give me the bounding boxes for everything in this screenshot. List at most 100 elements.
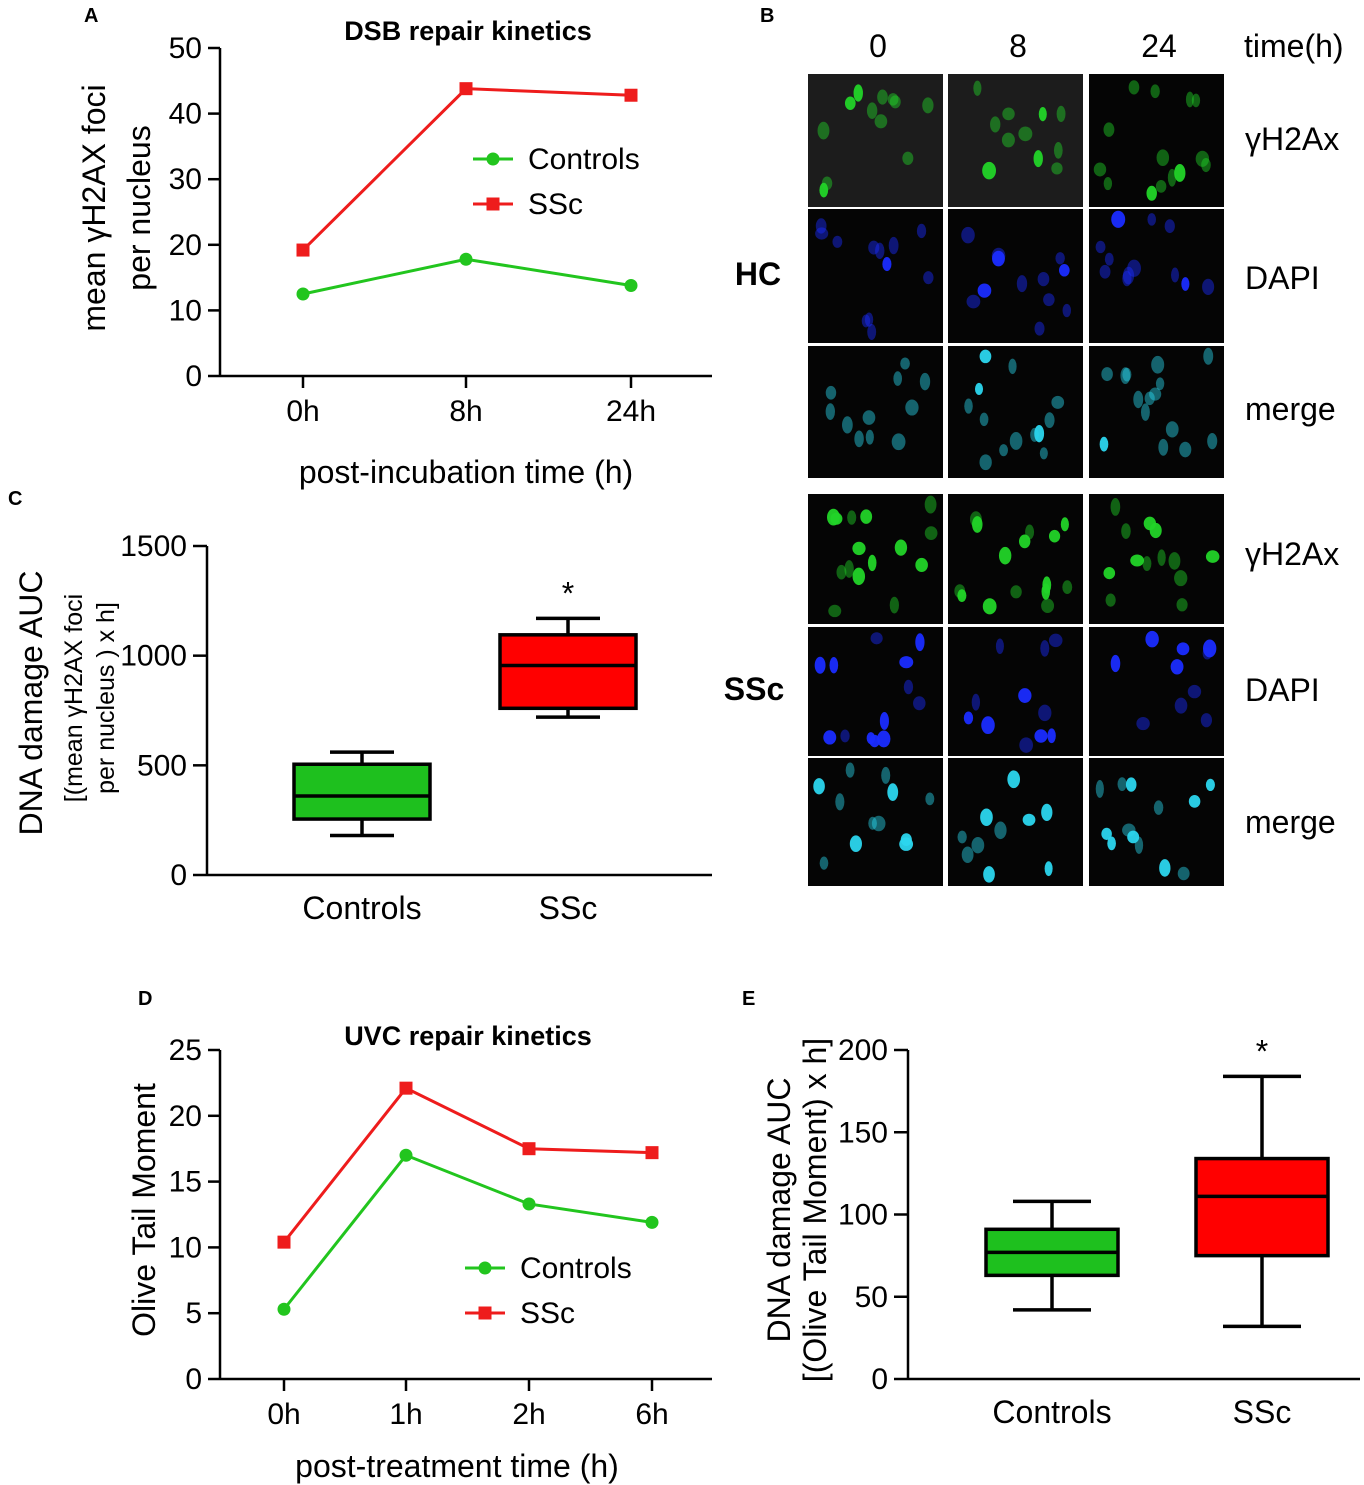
cell-nucleus xyxy=(1104,252,1114,266)
cell-nucleus xyxy=(887,93,899,106)
cell-nucleus xyxy=(1185,91,1194,108)
chart-a-xtick-label: 24h xyxy=(606,395,656,428)
chart-c-ylabel-line3: per nucleus ) x h] xyxy=(92,602,120,794)
cell-nucleus xyxy=(1202,278,1215,296)
cell-nucleus xyxy=(1130,554,1145,567)
chart-d-point-ssc xyxy=(399,1081,413,1095)
cell-nucleus xyxy=(1176,642,1190,656)
cell-nucleus xyxy=(905,399,919,416)
chart-d-series-line-ssc xyxy=(282,1086,653,1244)
channel-label-ssc-gh2ax: γH2Ax xyxy=(1245,536,1339,572)
cell-nucleus xyxy=(1058,264,1070,277)
cell-nucleus xyxy=(1048,529,1061,543)
cell-nucleus xyxy=(915,633,925,652)
cell-nucleus xyxy=(913,696,926,711)
cell-nucleus xyxy=(954,584,966,598)
cell-nucleus xyxy=(864,312,874,327)
chart-a-ylabel-line2: per nucleus xyxy=(121,125,157,290)
cell-nucleus xyxy=(1009,432,1023,450)
cell-nucleus xyxy=(1164,219,1175,234)
cell-nucleus xyxy=(1144,391,1155,406)
cell-nucleus xyxy=(977,283,992,298)
cell-nucleus xyxy=(840,729,850,743)
cell-nucleus xyxy=(1008,358,1017,375)
cell-nucleus xyxy=(849,835,862,853)
cell-nucleus xyxy=(868,240,880,255)
cell-nucleus xyxy=(1181,277,1190,291)
chart-a-ylabel-line1: mean γH2AX foci xyxy=(76,84,112,331)
cell-nucleus xyxy=(1195,150,1210,167)
chart-d-point-controls xyxy=(399,1148,413,1162)
cell-nucleus xyxy=(887,783,899,801)
micrograph-tile-ssc-dapi xyxy=(1089,627,1224,756)
channel-label-ssc-dapi: DAPI xyxy=(1245,672,1320,708)
chart-e-xtick-label: SSc xyxy=(1233,1394,1292,1430)
cell-nucleus xyxy=(957,589,967,603)
cell-nucleus xyxy=(1095,240,1106,254)
cell-nucleus xyxy=(1044,861,1053,877)
cell-nucleus xyxy=(982,161,996,180)
micrograph-tile-hc-gh2ax xyxy=(808,74,943,207)
micrograph-tile-hc-dapi xyxy=(808,209,943,343)
cell-nucleus xyxy=(1018,126,1033,142)
chart-c-ytick-label: 0 xyxy=(170,859,187,892)
cell-nucleus xyxy=(1099,264,1111,279)
cell-nucleus xyxy=(1128,80,1140,95)
cell-nucleus xyxy=(867,554,877,572)
cell-nucleus xyxy=(1122,270,1132,287)
cell-nucleus xyxy=(1033,150,1043,168)
cell-nucleus xyxy=(889,596,899,614)
cell-nucleus xyxy=(998,546,1012,565)
cell-nucleus xyxy=(1042,576,1052,594)
cell-nucleus xyxy=(817,121,830,140)
cell-nucleus xyxy=(994,821,1007,840)
panel-label-b: B xyxy=(760,5,774,27)
cell-nucleus xyxy=(900,357,910,370)
chart-d-ytick-label: 5 xyxy=(185,1297,202,1330)
cell-nucleus xyxy=(1170,659,1184,675)
cell-nucleus xyxy=(881,766,891,784)
cell-nucleus xyxy=(1143,516,1157,531)
cell-nucleus xyxy=(893,371,903,386)
cell-nucleus xyxy=(874,114,888,129)
chart-d-point-controls xyxy=(277,1302,291,1316)
cell-nucleus xyxy=(825,403,835,420)
cell-nucleus xyxy=(924,526,938,540)
chart-e-significance-marker: * xyxy=(1256,1033,1268,1069)
timepoint-label-24: 24 xyxy=(1141,28,1177,64)
cell-nucleus xyxy=(979,412,989,427)
micrograph-tile-ssc-dapi xyxy=(948,627,1083,756)
cell-nucleus xyxy=(819,182,829,198)
cell-nucleus xyxy=(1167,168,1177,187)
channel-label-hc-dapi: DAPI xyxy=(1245,260,1320,296)
cell-nucleus xyxy=(1188,794,1201,808)
cell-nucleus xyxy=(983,866,995,883)
cell-nucleus xyxy=(1127,830,1140,844)
cell-nucleus xyxy=(1048,633,1063,648)
cell-nucleus xyxy=(899,656,914,669)
cell-nucleus xyxy=(888,236,899,255)
cell-nucleus xyxy=(990,116,1001,133)
cell-nucleus xyxy=(1101,367,1113,382)
cell-nucleus xyxy=(982,598,997,615)
cell-nucleus xyxy=(971,693,981,711)
cell-nucleus xyxy=(922,97,934,114)
cell-nucleus xyxy=(1030,427,1039,442)
cell-nucleus xyxy=(1174,697,1188,714)
cell-nucleus xyxy=(830,512,843,525)
cell-nucleus xyxy=(1037,271,1050,287)
chart-d-ylabel: Olive Tail Moment xyxy=(126,1083,162,1337)
cell-nucleus xyxy=(1047,728,1056,744)
cell-nucleus xyxy=(1099,436,1109,452)
cell-nucleus xyxy=(919,372,931,391)
chart-a-point-ssc xyxy=(296,243,310,257)
cell-nucleus xyxy=(1165,421,1179,438)
cell-nucleus xyxy=(1105,593,1116,607)
cell-nucleus xyxy=(1136,716,1150,731)
cell-nucleus xyxy=(1010,585,1022,599)
cell-nucleus xyxy=(1168,552,1181,570)
chart-d-xtick-label: 6h xyxy=(635,1398,668,1431)
micrograph-tile-ssc-gh2ax xyxy=(1089,494,1224,624)
group-label-ssc: SSc xyxy=(724,671,784,707)
cell-nucleus xyxy=(1191,93,1201,108)
